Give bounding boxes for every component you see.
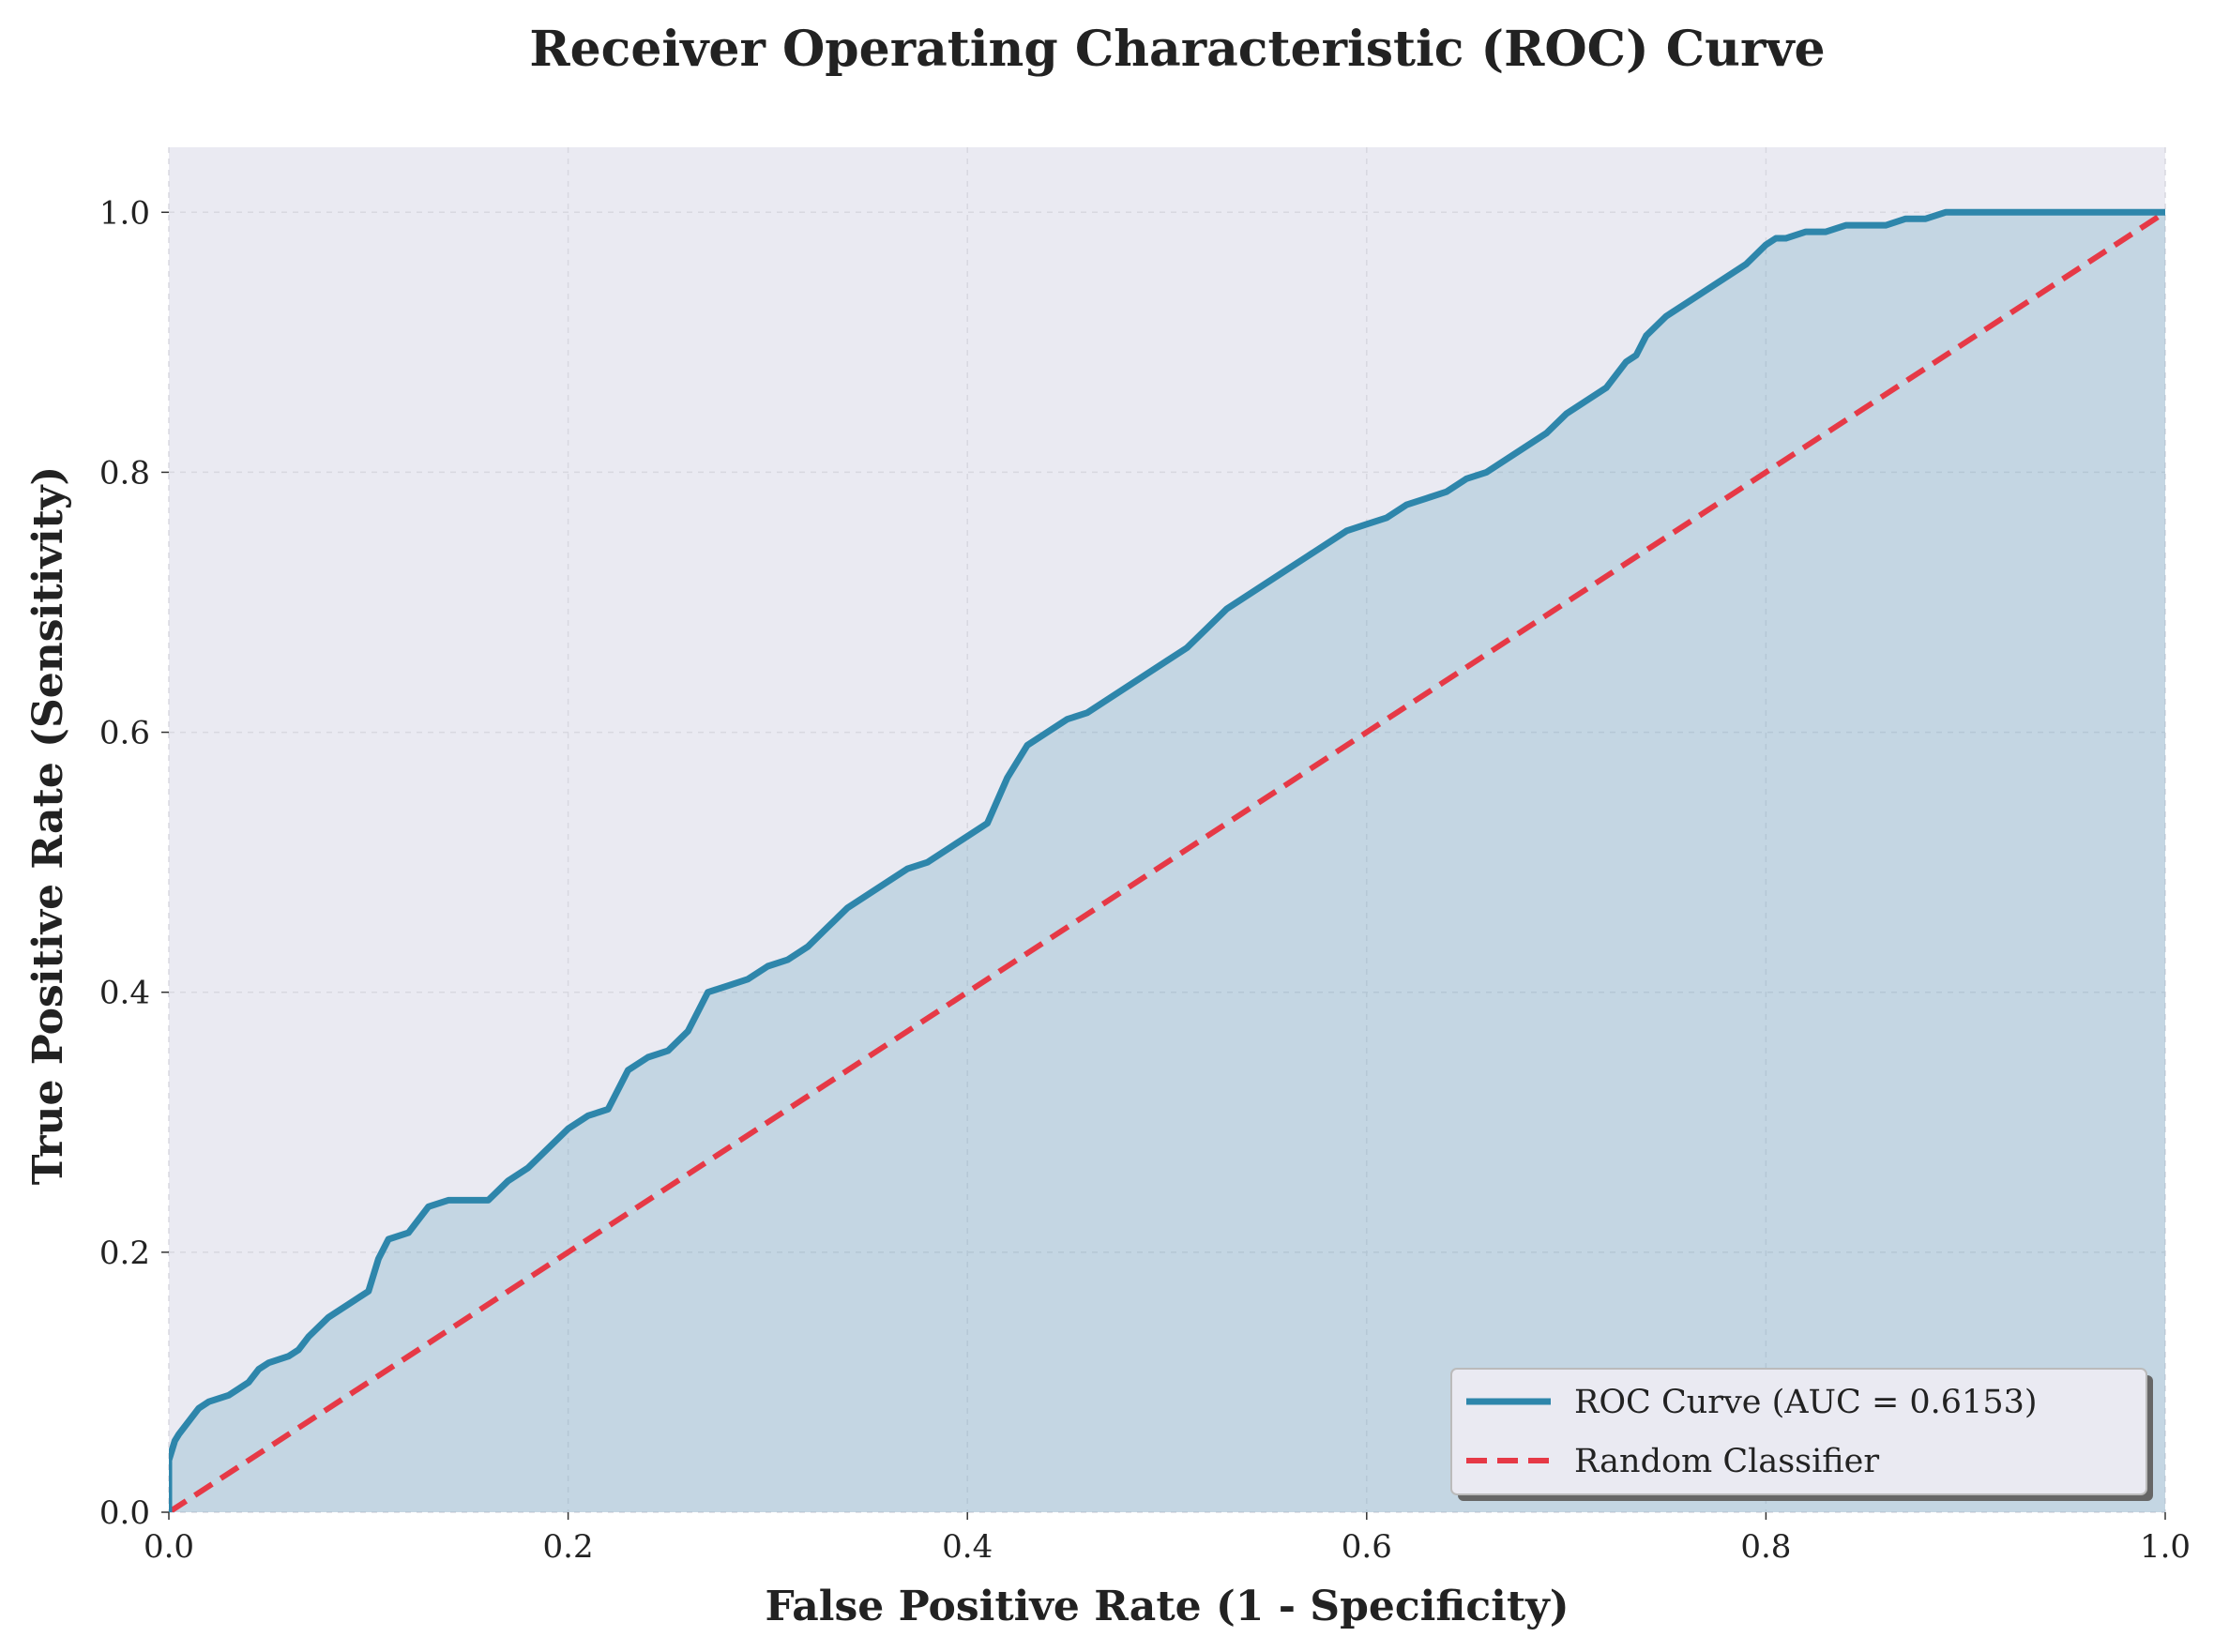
x-axis-ticks: 0.0 0.2 0.4 0.6 0.8 1.0 [144,1512,2191,1566]
legend-label: ROC Curve (AUC = 0.6153) [1574,1384,2038,1421]
x-gridlines [168,147,2166,1512]
x-tick-label: 1.0 [2140,1528,2191,1566]
x-axis-label: False Positive Rate (1 - Specificity) [765,1583,1569,1630]
x-tick-label: 0.0 [144,1528,194,1566]
legend-box [1450,1368,2147,1495]
x-tick-label: 0.4 [942,1528,993,1566]
y-tick-label: 0.4 [99,975,150,1012]
chart-title: Receiver Operating Characteristic (ROC) … [529,21,1825,78]
plot-area [169,147,2165,1512]
y-axis-label: True Positive Rate (Sensitivity) [24,466,72,1186]
legend: ROC Curve (AUC = 0.6153) Random Classifie… [1450,1368,2153,1501]
random-classifier-line [169,209,2165,1512]
y-tick-label: 0.6 [99,715,150,752]
legend-label: Random Classifier [1574,1443,1879,1480]
x-tick-label: 0.6 [1342,1528,1392,1566]
y-tick-label: 0.8 [99,454,150,492]
roc-curve-line [169,208,2165,1512]
y-tick-label: 1.0 [99,194,150,232]
y-tick-label: 0.2 [99,1235,150,1272]
y-tick-label: 0.0 [99,1494,150,1532]
series-layer [169,208,2165,1512]
x-tick-label: 0.8 [1740,1528,1791,1566]
y-axis-ticks: 0.0 0.2 0.4 0.6 0.8 1.0 [99,194,169,1532]
x-tick-label: 0.2 [543,1528,594,1566]
